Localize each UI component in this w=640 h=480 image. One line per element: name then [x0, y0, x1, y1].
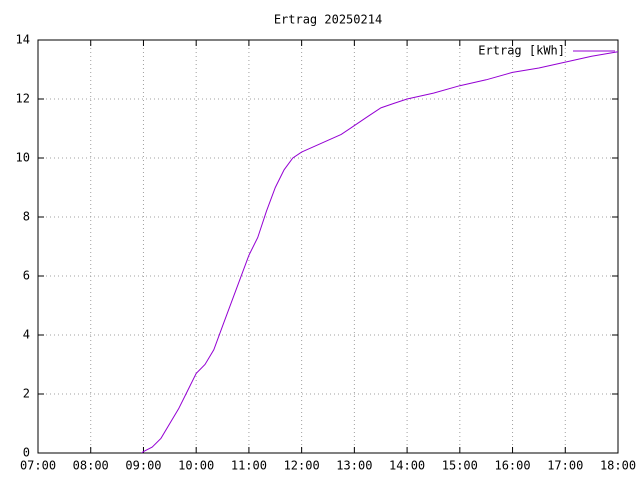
x-tick-label: 18:00 — [600, 459, 636, 473]
x-tick-label: 07:00 — [20, 459, 56, 473]
legend-label: Ertrag [kWh] — [478, 44, 565, 58]
y-tick-label: 6 — [23, 269, 30, 283]
x-tick-label: 08:00 — [73, 459, 109, 473]
chart-title: Ertrag 20250214 — [274, 13, 382, 27]
series-line — [141, 51, 619, 454]
x-tick-label: 16:00 — [494, 459, 530, 473]
x-tick-label: 11:00 — [231, 459, 267, 473]
y-tick-label: 8 — [23, 210, 30, 224]
x-tick-label: 13:00 — [336, 459, 372, 473]
y-tick-label: 12 — [16, 92, 30, 106]
y-tick-label: 2 — [23, 387, 30, 401]
x-tick-label: 14:00 — [389, 459, 425, 473]
x-tick-label: 09:00 — [125, 459, 161, 473]
plot-frame — [37, 39, 619, 454]
x-tick-label: 10:00 — [178, 459, 214, 473]
y-tick-label: 4 — [23, 328, 30, 342]
y-tick-label: 10 — [16, 151, 30, 165]
y-tick-label: 0 — [23, 446, 30, 460]
x-tick-label: 12:00 — [284, 459, 320, 473]
x-tick-label: 15:00 — [442, 459, 478, 473]
x-tick-label: 17:00 — [547, 459, 583, 473]
y-tick-label: 14 — [16, 33, 30, 47]
